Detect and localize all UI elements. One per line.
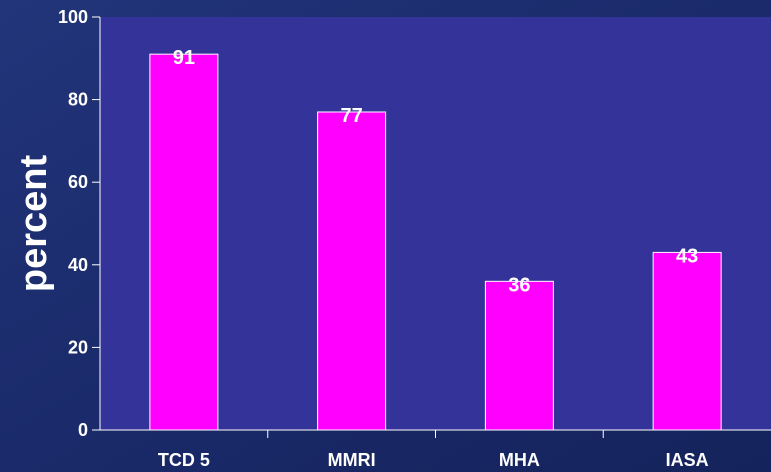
category-label: IASA (666, 450, 709, 470)
data-label: 43 (676, 245, 698, 267)
y-tick-label: 40 (68, 255, 88, 275)
y-tick-label: 20 (68, 337, 88, 357)
data-label: 91 (173, 47, 195, 69)
category-label: MMRI (328, 450, 376, 470)
bar-mmri (317, 111, 387, 431)
bar-tcd-5 (149, 53, 219, 431)
y-tick-label: 0 (78, 420, 88, 440)
data-label: 36 (508, 274, 530, 296)
data-label: 77 (341, 105, 363, 127)
bars-group (149, 53, 722, 431)
axes-group (92, 16, 771, 438)
y-tick-label: 80 (68, 90, 88, 110)
y-axis-title: percent (13, 155, 55, 293)
y-tick-label: 60 (68, 172, 88, 192)
category-label: MHA (499, 450, 540, 470)
y-tick-label: 100 (58, 7, 88, 27)
labels-group: 91 TCD 5 77 MMRI 36 MHA 43 IASA 0 20 40 60 80 100 (58, 7, 709, 470)
bar-iasa (652, 251, 722, 431)
bar-mha (484, 280, 554, 431)
category-label: TCD 5 (158, 450, 210, 470)
